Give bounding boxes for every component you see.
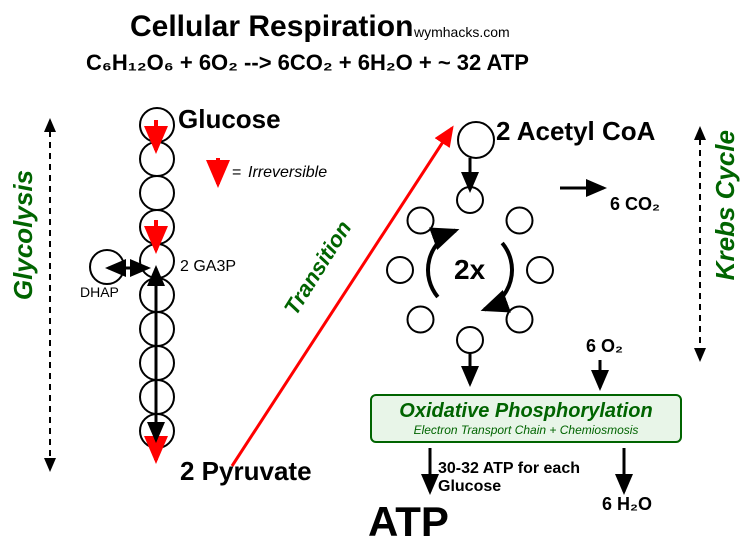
- pyruvate-label: 2 Pyruvate: [180, 456, 312, 487]
- acetyl-label: 2 Acetyl CoA: [496, 116, 655, 147]
- page-title: Cellular Respiration: [130, 10, 413, 44]
- glucose-label: Glucose: [178, 104, 281, 135]
- glycolysis-label: Glycolysis: [8, 170, 39, 300]
- site-credit: wymhacks.com: [414, 24, 510, 40]
- oxphos-subtitle: Electron Transport Chain + Chemiosmosis: [378, 423, 674, 437]
- diagram-svg: [0, 0, 743, 558]
- h2o-label: 6 H₂O: [602, 494, 652, 515]
- oxphos-box: Oxidative Phosphorylation Electron Trans…: [370, 394, 682, 443]
- cycle-count-label: 2x: [454, 254, 485, 286]
- co2-label: 6 CO₂: [610, 194, 660, 215]
- atp-yield-label: 30-32 ATP for each Glucose: [438, 460, 628, 496]
- oxphos-title: Oxidative Phosphorylation: [378, 400, 674, 423]
- o2-label: 6 O₂: [586, 336, 623, 357]
- krebs-label: Krebs Cycle: [710, 130, 741, 280]
- atp-label: ATP: [368, 498, 449, 546]
- irreversible-label: Irreversible: [248, 164, 327, 182]
- irreversible-eq: =: [232, 164, 241, 182]
- dhap-label: DHAP: [80, 284, 119, 300]
- ga3p-label: 2 GA3P: [180, 258, 236, 276]
- equation: C₆H₁₂O₆ + 6O₂ --> 6CO₂ + 6H₂O + ~ 32 ATP: [86, 50, 529, 76]
- transition-label: Transition: [279, 216, 357, 320]
